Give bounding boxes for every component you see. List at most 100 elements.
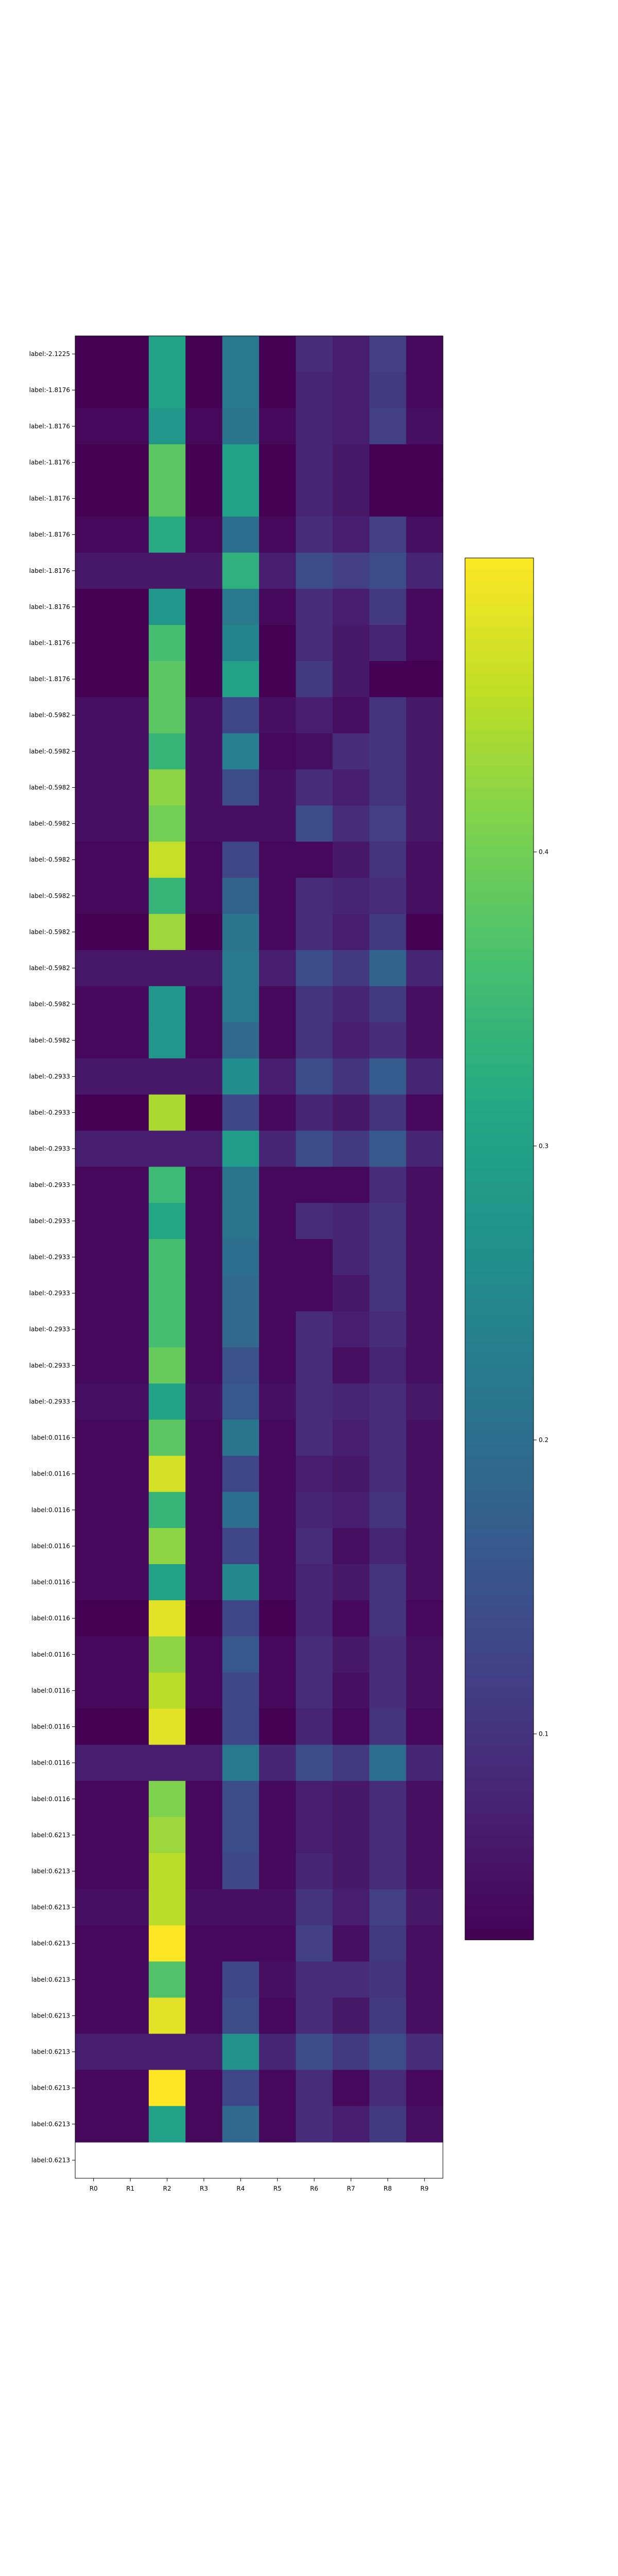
- row-tick-label: label:0.6213: [31, 2121, 70, 2128]
- heatmap-cell: [148, 1383, 186, 1420]
- heatmap-cell: [296, 624, 333, 662]
- heatmap-cell: [259, 1708, 296, 1745]
- column-tick-label: R7: [347, 2185, 355, 2192]
- heatmap-cell: [148, 661, 186, 698]
- heatmap-cell: [259, 588, 296, 625]
- row-tick-label: label:0.0116: [31, 1506, 70, 1514]
- heatmap-cell: [75, 877, 112, 914]
- heatmap-cell: [406, 769, 443, 806]
- colorbar-segment: [465, 581, 534, 593]
- heatmap-cell: [148, 1130, 186, 1167]
- heatmap-cell: [148, 1925, 186, 1962]
- heatmap-cell: [148, 913, 186, 951]
- heatmap-cell: [296, 2033, 333, 2071]
- heatmap-cell: [406, 1022, 443, 1059]
- heatmap-cell: [369, 444, 407, 481]
- colorbar-segment: [465, 742, 534, 754]
- heatmap-cell: [185, 1492, 223, 1529]
- heatmap-cell: [185, 1202, 223, 1240]
- heatmap-cell: [332, 1239, 370, 1276]
- heatmap-cell: [332, 1311, 370, 1348]
- column-tick-label: R2: [163, 2185, 171, 2192]
- colorbar-segment: [465, 1755, 534, 1768]
- heatmap-cell: [148, 480, 186, 517]
- colorbar-segment: [465, 1698, 534, 1710]
- colorbar-segment: [465, 558, 534, 570]
- heatmap-cell: [369, 1997, 407, 2035]
- row-tick-label: label:-0.2933: [29, 1145, 70, 1153]
- heatmap-cell: [369, 1347, 407, 1384]
- colorbar-segment: [465, 1053, 534, 1065]
- heatmap-cell: [75, 1455, 112, 1493]
- heatmap-cell: [296, 1202, 333, 1240]
- colorbar-segment: [465, 1214, 534, 1227]
- heatmap-cell: [369, 661, 407, 698]
- colorbar-segment: [465, 1640, 534, 1653]
- heatmap-cell: [75, 733, 112, 770]
- heatmap-cell: [369, 805, 407, 842]
- heatmap-cell: [296, 1094, 333, 1131]
- heatmap-cell: [185, 588, 223, 625]
- heatmap-cell: [185, 2106, 223, 2143]
- heatmap-cell: [112, 1166, 149, 1204]
- heatmap-cell: [148, 1961, 186, 1998]
- colorbar-segment: [465, 1467, 534, 1480]
- heatmap-cell: [332, 372, 370, 409]
- colorbar-segment: [465, 1732, 534, 1744]
- heatmap-cell: [296, 1889, 333, 1926]
- heatmap-cell: [148, 1600, 186, 1637]
- heatmap-cell: [148, 1636, 186, 1673]
- heatmap-cell: [148, 372, 186, 409]
- heatmap-cell: [148, 1275, 186, 1312]
- heatmap-cell: [296, 516, 333, 553]
- heatmap-cell: [222, 1564, 260, 1601]
- heatmap-cell: [332, 480, 370, 517]
- heatmap-cell: [406, 841, 443, 878]
- heatmap-cell: [112, 2033, 149, 2071]
- heatmap-cell: [112, 624, 149, 662]
- heatmap-cell: [332, 1166, 370, 1204]
- heatmap-cell: [332, 697, 370, 734]
- colorbar-segment: [465, 869, 534, 881]
- colorbar-segment: [465, 1709, 534, 1722]
- heatmap-cell: [75, 1708, 112, 1745]
- heatmap-cell: [75, 1022, 112, 1059]
- heatmap-cell: [75, 1058, 112, 1095]
- colorbar-segment: [465, 1088, 534, 1100]
- heatmap-cell: [406, 1528, 443, 1565]
- heatmap-cell: [296, 372, 333, 409]
- heatmap-cell: [185, 624, 223, 662]
- heatmap-cell: [259, 1419, 296, 1456]
- colorbar-tick-label: 0.2: [539, 1436, 548, 1444]
- colorbar-segment: [465, 1410, 534, 1422]
- heatmap-cell: [332, 2106, 370, 2143]
- heatmap-cell: [222, 877, 260, 914]
- row-tick-label: label:0.6213: [31, 2084, 70, 2092]
- heatmap-cell: [222, 552, 260, 589]
- heatmap-cell: [259, 769, 296, 806]
- heatmap-cell: [332, 769, 370, 806]
- heatmap-cell: [185, 877, 223, 914]
- row-tick-label: label:-0.2933: [29, 1181, 70, 1189]
- heatmap-cell: [112, 1600, 149, 1637]
- heatmap-cell: [112, 1347, 149, 1384]
- heatmap-cell: [222, 805, 260, 842]
- heatmap-cell: [296, 1925, 333, 1962]
- heatmap-cell: [369, 372, 407, 409]
- heatmap-cell: [369, 1817, 407, 1854]
- heatmap-cell: [112, 1672, 149, 1709]
- heatmap-cell: [259, 1600, 296, 1637]
- heatmap-cell: [406, 1492, 443, 1529]
- colorbar-segment: [465, 1479, 534, 1492]
- heatmap-cell: [369, 1889, 407, 1926]
- heatmap-cell: [369, 1311, 407, 1348]
- heatmap-cell: [259, 624, 296, 662]
- column-tick-label: R0: [90, 2185, 98, 2192]
- heatmap-cell: [185, 697, 223, 734]
- heatmap-cell: [296, 877, 333, 914]
- colorbar-segment: [465, 592, 534, 605]
- colorbar-segment: [465, 731, 534, 743]
- heatmap-cell: [332, 1672, 370, 1709]
- heatmap-cell: [185, 1961, 223, 1998]
- heatmap-cell: [75, 552, 112, 589]
